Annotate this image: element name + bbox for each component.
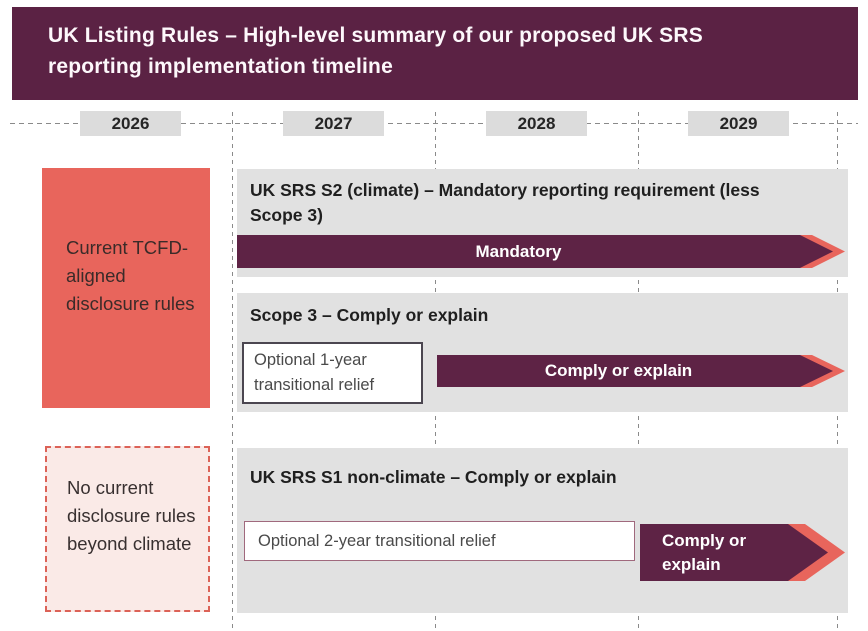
mandatory-timeline-bar: Mandatory (237, 235, 845, 268)
no-current-rules-box: No current disclosure rules beyond clima… (45, 446, 210, 612)
transitional-relief-2yr-label: Optional 2-year transitional relief (258, 531, 496, 550)
year-label-2028: 2028 (486, 111, 587, 136)
row-s1-nonclimate-title: UK SRS S1 non-climate – Comply or explai… (250, 467, 617, 487)
comply-or-explain-bar-scope3: Comply or explain (437, 355, 845, 387)
page-title: UK Listing Rules – High-level summary of… (48, 24, 703, 78)
row-s2-climate-panel: UK SRS S2 (climate) – Mandatory reportin… (237, 169, 848, 277)
chevron-arrow-icon (640, 524, 828, 581)
comply-or-explain-label-scope3: Comply or explain (544, 361, 693, 380)
current-tcfd-rules-label: Current TCFD-aligned disclosure rules (66, 237, 195, 314)
year-label-2027: 2027 (283, 111, 384, 136)
mandatory-bar-label: Mandatory (475, 241, 562, 261)
chevron-arrow-icon (237, 235, 833, 268)
year-label-2026: 2026 (80, 111, 181, 136)
header-banner: UK Listing Rules – High-level summary of… (12, 7, 858, 100)
transitional-relief-1yr-box: Optional 1-year transitional relief (242, 342, 423, 404)
comply-or-explain-label-s1: Comply or explain (662, 530, 747, 574)
row-s1-nonclimate-panel: UK SRS S1 non-climate – Comply or explai… (237, 448, 848, 613)
chevron-arrow-icon (437, 355, 833, 387)
year-label-2029: 2029 (688, 111, 789, 136)
timeline-axis-line (10, 123, 858, 124)
no-current-rules-label: No current disclosure rules beyond clima… (67, 477, 196, 554)
row-s2-climate-title: UK SRS S2 (climate) – Mandatory reportin… (250, 180, 760, 225)
comply-or-explain-bar-s1: Comply or explain (640, 524, 845, 581)
current-tcfd-rules-box: Current TCFD-aligned disclosure rules (42, 168, 210, 408)
gridline-2027 (232, 112, 233, 631)
row-scope3-title: Scope 3 – Comply or explain (250, 305, 489, 325)
transitional-relief-2yr-box: Optional 2-year transitional relief (244, 521, 635, 561)
transitional-relief-1yr-label: Optional 1-year transitional relief (254, 351, 375, 394)
row-scope3-panel: Scope 3 – Comply or explain Optional 1-y… (237, 293, 848, 412)
